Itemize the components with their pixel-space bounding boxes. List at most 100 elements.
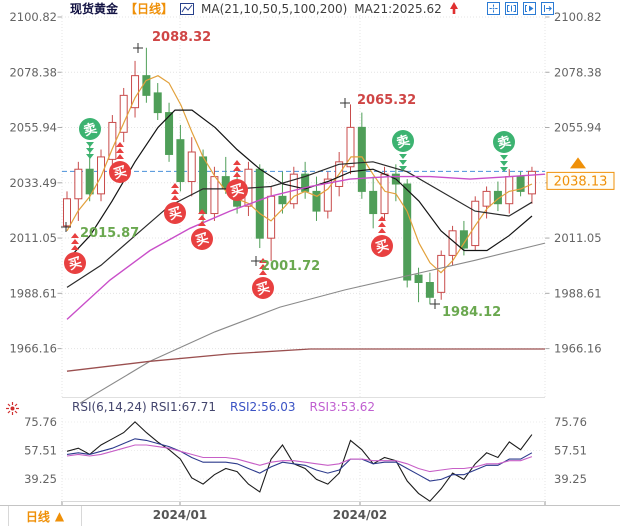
buy-marker: 买 xyxy=(371,216,393,257)
candle xyxy=(301,161,310,199)
price-annotation: 2001.72 xyxy=(251,256,320,274)
ma-line-ma200 xyxy=(66,348,545,372)
price-axis-label: 2100.82 xyxy=(9,10,57,24)
svg-text:2065.32: 2065.32 xyxy=(357,93,416,108)
crosshair-icon[interactable] xyxy=(487,2,500,15)
svg-text:买: 买 xyxy=(255,280,272,298)
candle xyxy=(74,161,83,221)
period-up-arrow-icon: ▲ xyxy=(54,509,65,523)
price-axis-label: 2078.38 xyxy=(9,65,57,79)
candle xyxy=(255,164,264,249)
chart-header: 现货黄金 【日线】 MA(21,10,50,5,100,200) MA21:20… xyxy=(70,0,620,17)
rsi-axis-label: 39.25 xyxy=(24,472,57,486)
candle xyxy=(131,60,140,118)
candle xyxy=(437,250,446,300)
ma-settings-label[interactable]: MA(21,10,50,5,100,200) xyxy=(201,1,348,16)
period-selector[interactable]: 日线 ▲ xyxy=(8,506,82,526)
ma21-value: MA21:2025.62 xyxy=(354,1,442,16)
svg-text:2015.87: 2015.87 xyxy=(80,226,139,241)
candle xyxy=(425,272,434,305)
price-axis-label: 1988.61 xyxy=(554,286,602,300)
price-axis-label: 2055.94 xyxy=(554,121,602,135)
current-price-tag: 2038.13 xyxy=(546,157,615,190)
fit-range-icon[interactable] xyxy=(505,2,518,15)
price-annotation: 2015.87 xyxy=(61,222,139,241)
svg-text:卖: 卖 xyxy=(395,132,412,151)
price-axis-label: 2011.05 xyxy=(554,231,602,245)
candle xyxy=(165,102,174,162)
svg-text:2038.13: 2038.13 xyxy=(554,174,608,189)
time-axis-footer: 日线 ▲ 2024/01 2024/02 xyxy=(0,505,620,526)
svg-text:买: 买 xyxy=(167,205,184,223)
rsi-line-rsi2 xyxy=(66,438,533,482)
buy-marker: 买 xyxy=(191,209,213,250)
candle xyxy=(142,47,151,103)
candle xyxy=(346,104,355,175)
price-axis-label: 1988.61 xyxy=(9,286,57,300)
svg-text:卖: 卖 xyxy=(496,133,513,152)
svg-text:2088.32: 2088.32 xyxy=(152,30,211,45)
price-axis-label: 2011.05 xyxy=(9,231,57,245)
price-axis-label: 1966.16 xyxy=(9,342,57,356)
x-axis-label-january: 2024/01 xyxy=(152,508,208,522)
rsi-line-rsi1 xyxy=(66,421,533,502)
buy-marker: 买 xyxy=(252,258,274,299)
indicator-chart-icon xyxy=(180,2,195,15)
chart-toolbar xyxy=(487,2,554,15)
sell-marker: 卖 xyxy=(392,130,414,171)
price-axis-label: 2100.82 xyxy=(554,10,602,24)
candle xyxy=(357,112,366,199)
rsi-header: RSI(6,14,24) RSI1:67.71 RSI2:56.03 RSI3:… xyxy=(0,400,620,416)
rsi-axis-label: 57.51 xyxy=(554,443,587,457)
candle xyxy=(493,181,502,212)
price-axis-label: 2078.38 xyxy=(554,65,602,79)
candle xyxy=(369,176,378,229)
x-axis-label-february: 2024/02 xyxy=(332,508,388,522)
price-axis-label: 2055.94 xyxy=(9,121,57,135)
svg-text:1984.12: 1984.12 xyxy=(442,305,501,320)
candle xyxy=(119,87,128,143)
candle xyxy=(448,225,457,266)
rsi3-label: RSI3:53.62 xyxy=(309,400,376,414)
candle xyxy=(527,166,536,204)
candle xyxy=(63,191,71,227)
period-selector-label: 日线 xyxy=(25,509,50,524)
sell-marker: 卖 xyxy=(79,118,101,159)
pin-icon[interactable] xyxy=(449,2,459,15)
rsi1-label: RSI(6,14,24) RSI1:67.71 xyxy=(72,400,216,414)
period-tag: 【日线】 xyxy=(125,2,174,16)
candle xyxy=(153,83,162,120)
buy-marker: 买 xyxy=(109,142,131,183)
candle xyxy=(289,166,298,209)
ma-line-ma21 xyxy=(66,161,533,288)
price-axis-label: 2033.49 xyxy=(9,176,57,190)
ma-line-ma5 xyxy=(66,75,533,274)
svg-text:买: 买 xyxy=(194,231,211,249)
rsi-axis-label: 75.76 xyxy=(24,415,57,429)
sell-marker: 卖 xyxy=(493,131,515,172)
indicator-settings-icon[interactable] xyxy=(5,401,20,416)
svg-text:买: 买 xyxy=(112,164,129,182)
candle xyxy=(323,171,332,219)
price-annotation: 2065.32 xyxy=(340,93,416,108)
candle xyxy=(187,137,196,197)
symbol-name: 现货黄金 xyxy=(70,2,119,16)
svg-text:买: 买 xyxy=(67,255,84,273)
candle xyxy=(403,179,412,288)
ma-line-ma100 xyxy=(79,242,546,404)
rsi2-label: RSI2:56.03 xyxy=(230,400,296,414)
svg-text:买: 买 xyxy=(229,182,246,200)
exit-chart-icon[interactable] xyxy=(541,2,554,15)
play-forward-icon[interactable] xyxy=(523,2,536,15)
candle xyxy=(391,164,400,202)
buy-marker: 买 xyxy=(164,183,186,224)
rsi-axis-label: 57.51 xyxy=(24,443,57,457)
candle xyxy=(267,186,276,262)
price-annotation: 1984.12 xyxy=(430,299,501,320)
ma-line-ma50 xyxy=(66,173,546,320)
buy-marker: 买 xyxy=(64,233,86,274)
svg-text:2001.72: 2001.72 xyxy=(261,259,320,274)
svg-text:买: 买 xyxy=(374,238,391,256)
